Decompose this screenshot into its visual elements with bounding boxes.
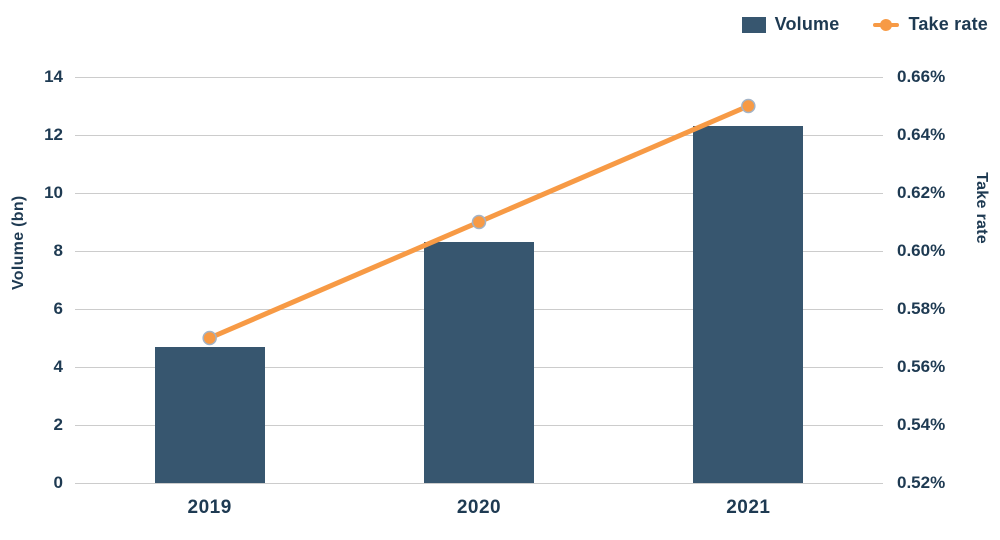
x-axis-label: 2020 [456,497,502,518]
x-axis-label: 2021 [726,497,771,518]
volume-swatch-icon [741,16,766,33]
right-axis-tick-label: 0.62% [897,183,946,202]
take-rate-point[interactable] [202,330,217,346]
right-axis-tick-label: 0.64% [897,125,946,144]
left-axis-tick-label: 10 [44,183,63,202]
gridline [75,482,883,484]
right-axis-tick-label: 0.56% [897,357,946,376]
volume-bar[interactable] [154,346,265,483]
left-axis-tick-label: 8 [53,241,63,260]
right-axis-tick-label: 0.60% [897,241,946,260]
take-rate-swatch-icon [873,17,900,33]
take-rate-point[interactable] [741,98,756,114]
right-axis-title: Take rate [973,172,990,244]
left-axis-tick-label: 12 [44,125,63,144]
legend-item-volume[interactable]: Volume [741,14,840,35]
x-axis-label: 2019 [187,497,232,518]
right-axis-tick-label: 0.52% [897,473,946,492]
gridline [75,76,883,78]
left-axis-tick-label: 0 [53,473,63,492]
volume-bar[interactable] [424,242,534,483]
take-rate-point[interactable] [471,214,487,230]
legend-volume-label: Volume [774,14,840,34]
right-axis-tick-label: 0.54% [897,415,946,434]
right-axis-tick-label: 0.58% [897,299,946,318]
chart-legend: Volume Take rate [741,14,988,35]
volume-bar[interactable] [693,126,804,483]
left-axis-tick-label: 4 [53,357,63,376]
left-axis-tick-label: 14 [44,67,63,86]
left-axis-tick-label: 2 [53,415,63,434]
right-axis-tick-label: 0.66% [897,67,946,86]
legend-item-take-rate[interactable]: Take rate [873,14,988,35]
legend-take-rate-label: Take rate [908,14,988,34]
left-axis-tick-label: 6 [53,299,63,318]
